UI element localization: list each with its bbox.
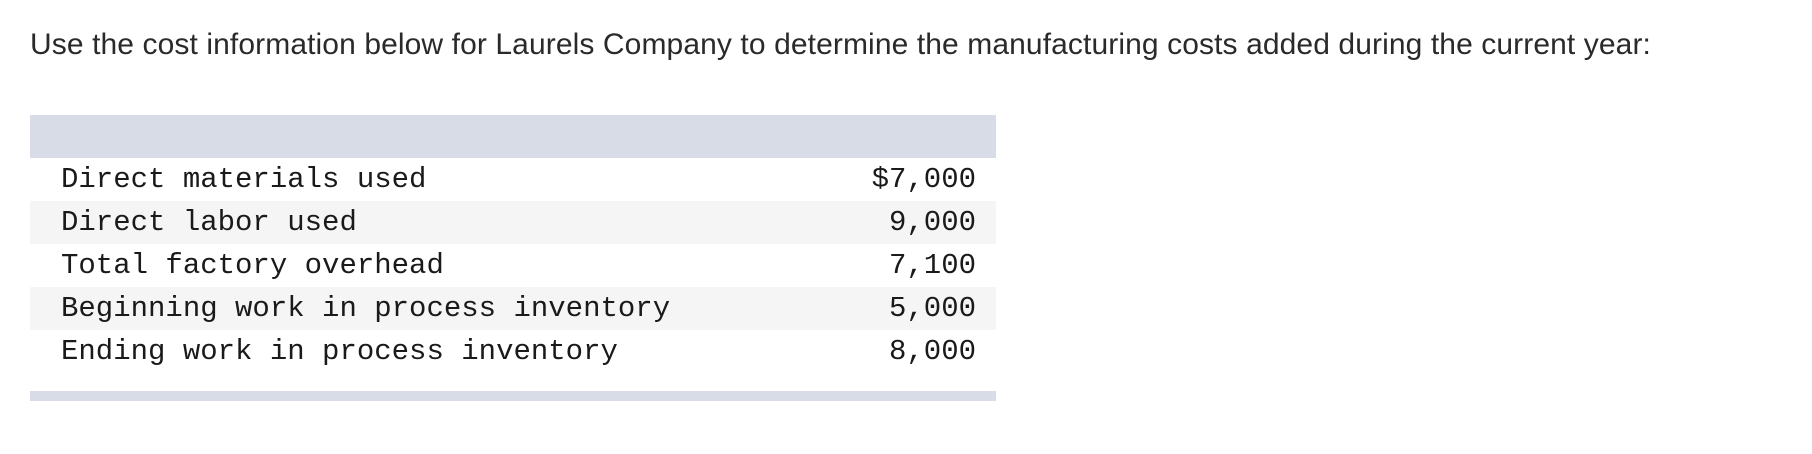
table-row-direct-materials: Direct materials used $7,000 [30, 158, 996, 201]
table-row-beginning-wip: Beginning work in process inventory 5,00… [30, 287, 996, 330]
row-label: Ending work in process inventory [61, 335, 618, 368]
cost-information-table: Direct materials used $7,000 Direct labo… [30, 115, 996, 401]
table-row-ending-wip: Ending work in process inventory 8,000 [30, 330, 996, 373]
row-value: 9,000 [838, 201, 996, 244]
row-label: Total factory overhead [61, 249, 444, 282]
table-spacer [30, 373, 996, 391]
row-value: 5,000 [838, 287, 996, 330]
table-header-band [30, 115, 996, 158]
table-footer-band [30, 391, 996, 401]
row-value: 8,000 [888, 335, 976, 368]
row-value: 7,100 [888, 249, 976, 282]
table-row-direct-labor: Direct labor used 9,000 [30, 201, 996, 244]
row-label: Direct labor used [30, 201, 839, 244]
row-label: Beginning work in process inventory [30, 287, 839, 330]
row-label: Direct materials used [61, 163, 427, 196]
table-row-factory-overhead: Total factory overhead 7,100 [30, 244, 996, 287]
question-prompt: Use the cost information below for Laure… [30, 28, 1651, 61]
row-value: $7,000 [871, 163, 976, 196]
